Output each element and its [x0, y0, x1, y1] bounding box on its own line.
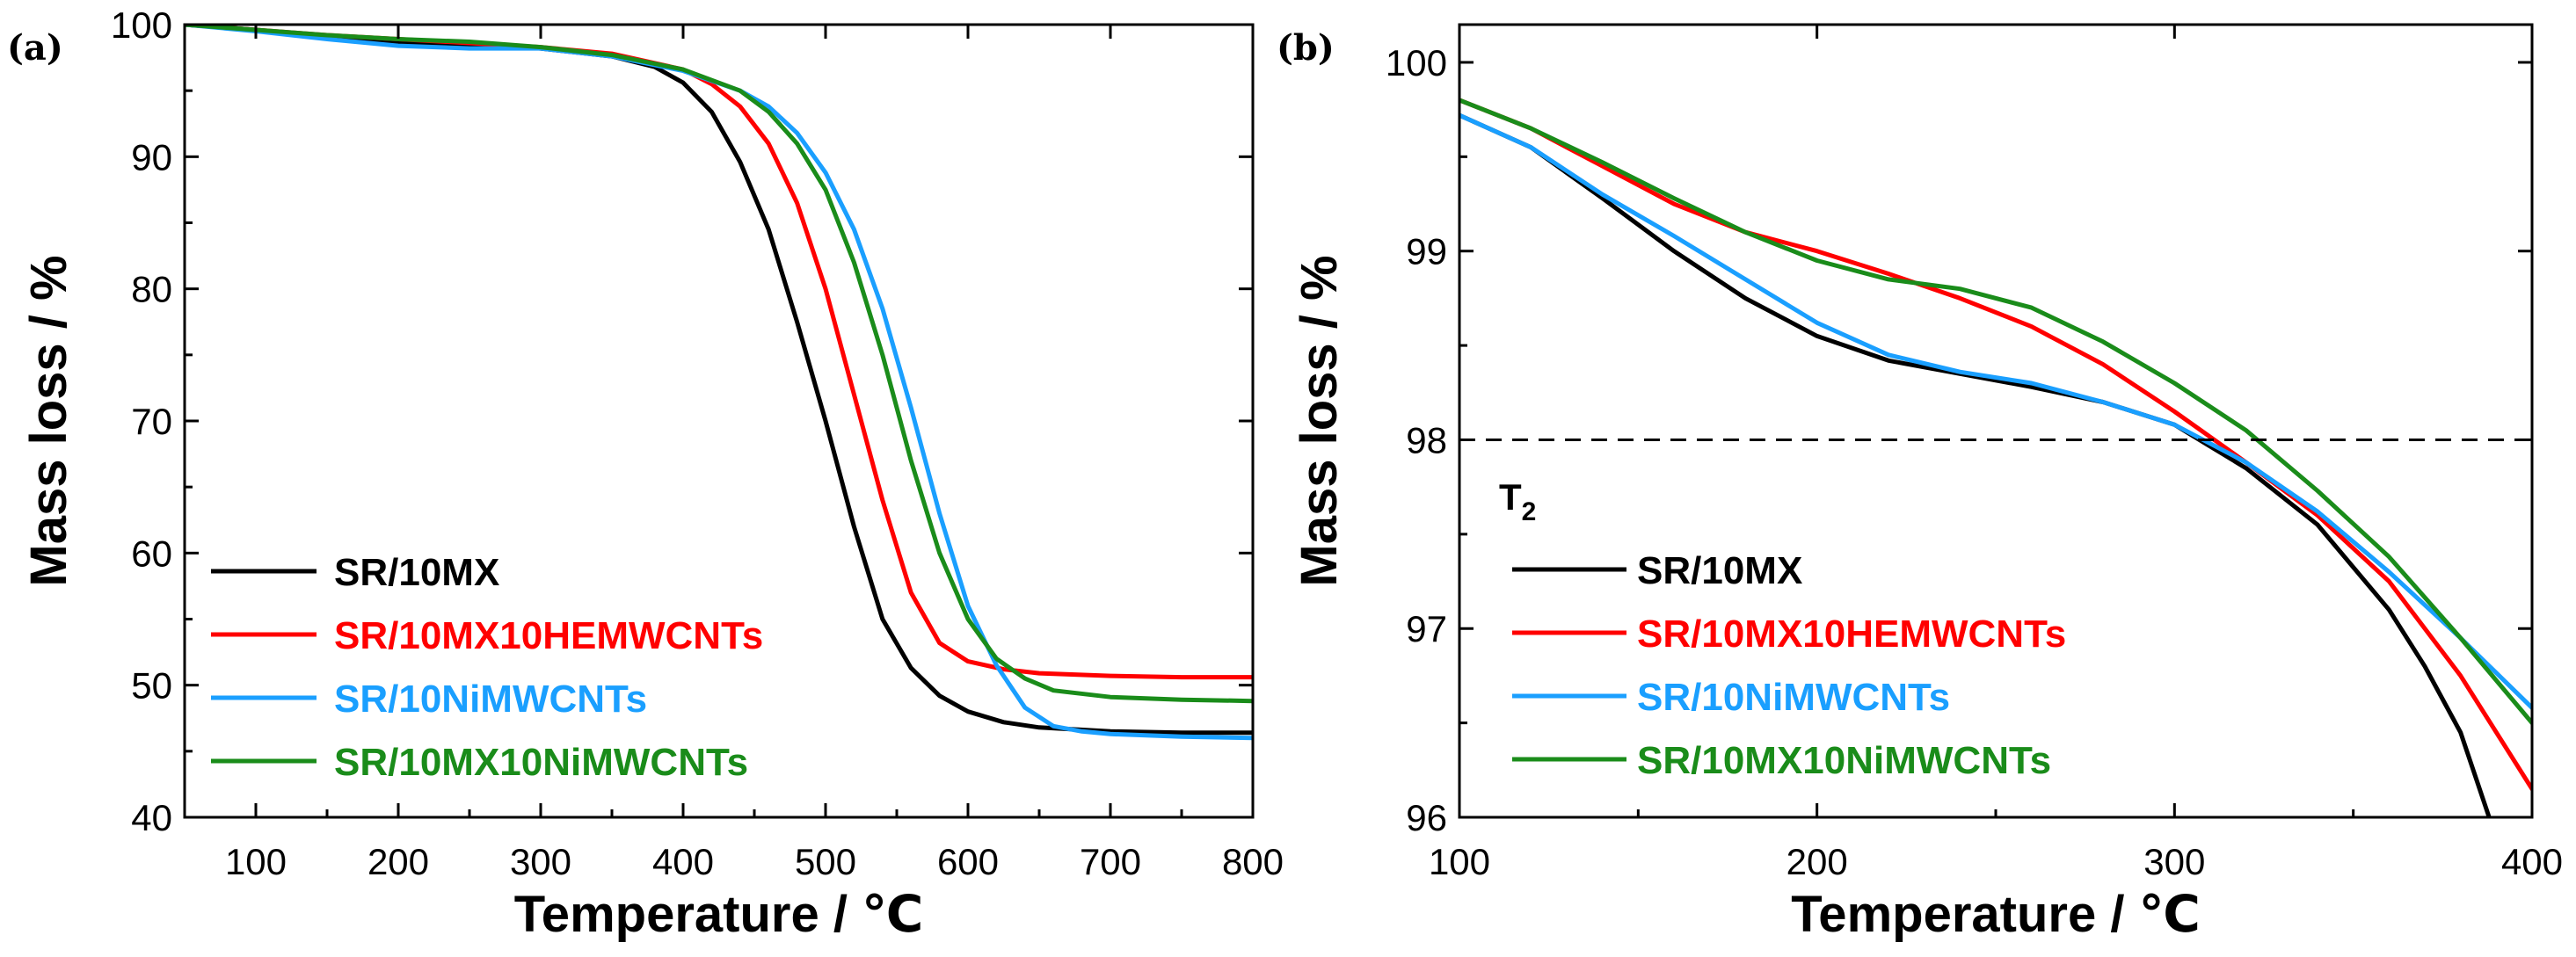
series-line-sr-10mx10hemwcnts [1459, 98, 2532, 792]
legend-label: SR/10MX10NiMWCNTs [334, 741, 748, 784]
y-tick-label: 96 [1406, 797, 1447, 838]
legend: SR/10MX SR/10MX10HEMWCNTs SR/10NiMWCNTs SR/… [211, 551, 763, 784]
x-tick-label: 500 [795, 841, 856, 882]
x-tick-label: 700 [1080, 841, 1141, 882]
panel-label: (a) [7, 27, 63, 69]
legend-label: SR/10MX10HEMWCNTs [334, 614, 763, 657]
legend-label: SR/10MX [334, 551, 499, 594]
annotation-t2: T2 [1499, 476, 1536, 526]
x-axis-title: Temperature / ℃ [1791, 886, 2201, 943]
y-tick-label: 100 [111, 4, 172, 46]
x-tick-label: 300 [2143, 841, 2205, 882]
legend-label: SR/10MX [1637, 549, 1802, 592]
x-tick-label: 300 [510, 841, 571, 882]
x-tick-label: 400 [2501, 841, 2563, 882]
y-axis-title: Mass loss / % [20, 255, 77, 586]
panel-label: (b) [1277, 27, 1335, 69]
y-tick-label: 97 [1406, 608, 1447, 649]
y-tick-label: 99 [1406, 231, 1447, 272]
legend-label: SR/10NiMWCNTs [1637, 676, 1950, 719]
x-tick-label: 200 [367, 841, 429, 882]
legend-label: SR/10NiMWCNTs [334, 678, 647, 721]
y-axis-title: Mass loss / % [1291, 255, 1348, 586]
plot-frame [1458, 23, 2534, 819]
series-group [1459, 98, 2532, 817]
series-line-sr-10mx [1459, 112, 2492, 817]
series-line-sr-10nimwcnts [1459, 112, 2532, 710]
series-group [185, 25, 1253, 741]
x-tick-label: 100 [225, 841, 287, 882]
x-axis-title: Temperature / ℃ [514, 886, 924, 943]
chart-panel-b: 100 200 300 400 96 97 98 99 100 Temperature / ℃ Ma… [1277, 23, 2563, 943]
chart-panel-a: 100 200 300 400 500 600 700 800 40 50 60 70 80 90 100 T… [7, 4, 1284, 943]
legend-label: SR/10MX10HEMWCNTs [1637, 613, 2066, 656]
series-line-sr-10mx10nimwcnts [185, 25, 1253, 704]
x-tick-label: 100 [1429, 841, 1490, 882]
y-tick-label: 40 [131, 797, 172, 838]
series-line-sr-10mx10nimwcnts [1459, 98, 2532, 726]
x-tick-label: 400 [652, 841, 714, 882]
y-tick-label: 80 [131, 269, 172, 310]
legend: SR/10MX SR/10MX10HEMWCNTs SR/10NiMWCNTs SR/… [1512, 549, 2066, 782]
y-tick-label: 90 [131, 136, 172, 178]
y-tick-label: 100 [1386, 42, 1447, 83]
y-tick-label: 60 [131, 533, 172, 574]
y-tick-label: 70 [131, 401, 172, 442]
x-tick-label: 600 [937, 841, 999, 882]
y-tick-label: 98 [1406, 419, 1447, 460]
x-tick-label: 200 [1786, 841, 1848, 882]
series-line-sr-10nimwcnts [185, 25, 1253, 741]
y-tick-label: 50 [131, 665, 172, 707]
legend-label: SR/10MX10NiMWCNTs [1637, 739, 2051, 782]
x-tick-label: 800 [1222, 841, 1284, 882]
